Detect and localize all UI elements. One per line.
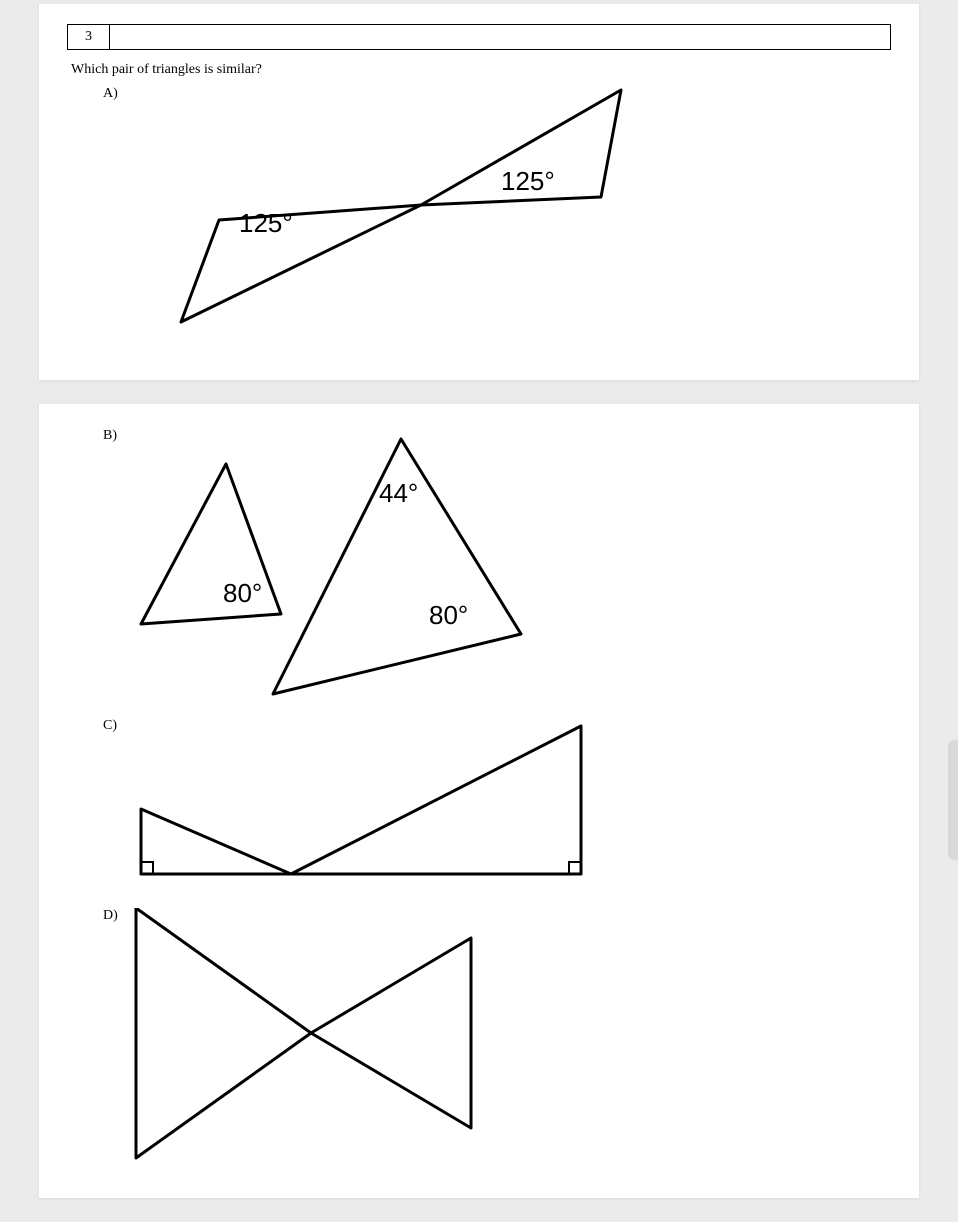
question-prompt: Which pair of triangles is similar? xyxy=(71,62,891,78)
question-page-2: B) 80° 44° 80° C) xyxy=(39,404,919,1198)
option-a-diagram: 125° 125° xyxy=(121,82,891,342)
option-c-diagram xyxy=(121,714,891,904)
scroll-indicator[interactable] xyxy=(948,740,958,860)
option-b-diagram: 80° 44° 80° xyxy=(121,424,891,704)
option-b-label: B) xyxy=(67,424,121,444)
angle-text-a-right: 125° xyxy=(501,166,555,196)
angle-text-b-small: 80° xyxy=(223,578,262,608)
option-c-row: C) xyxy=(67,714,891,904)
option-d-label: D) xyxy=(67,908,121,924)
option-a-label: A) xyxy=(67,82,121,102)
option-b-row: B) 80° 44° 80° xyxy=(67,424,891,704)
question-header-text xyxy=(110,25,890,49)
question-page-1: 3 Which pair of triangles is similar? A)… xyxy=(39,4,919,380)
question-number-box: 3 xyxy=(68,25,110,49)
option-d-row: D) xyxy=(67,908,891,1168)
option-a-row: A) 125° 125° xyxy=(67,82,891,342)
option-c-label: C) xyxy=(67,714,121,734)
question-header-bar: 3 xyxy=(67,24,891,50)
angle-text-b-big-bottom: 80° xyxy=(429,600,468,630)
angle-text-b-big-top: 44° xyxy=(379,478,418,508)
angle-text-a-left: 125° xyxy=(239,208,293,238)
option-d-diagram xyxy=(121,908,891,1168)
